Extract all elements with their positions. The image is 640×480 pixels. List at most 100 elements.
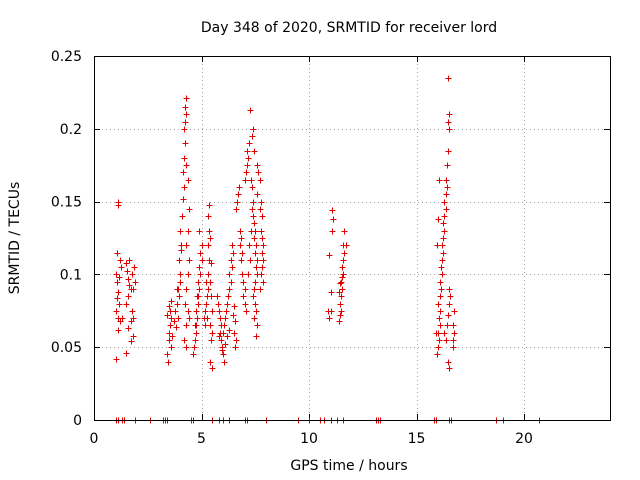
data-point	[131, 264, 138, 271]
data-point	[253, 308, 260, 315]
data-point	[445, 119, 452, 126]
data-point	[228, 257, 235, 264]
data-point	[231, 330, 238, 337]
data-point	[182, 119, 189, 126]
data-point	[231, 303, 238, 310]
data-point	[116, 301, 123, 308]
data-point	[232, 344, 239, 351]
data-point	[445, 312, 452, 319]
data-point	[328, 308, 335, 315]
data-point	[181, 155, 188, 162]
data-point	[253, 264, 260, 271]
data-point	[123, 260, 130, 267]
data-point	[247, 107, 254, 114]
x-tick-label: 15	[408, 431, 426, 447]
data-point	[208, 293, 215, 300]
data-point	[179, 213, 186, 220]
data-point	[337, 301, 344, 308]
data-point	[450, 344, 457, 351]
data-point	[238, 235, 245, 242]
data-point	[259, 264, 266, 271]
data-point	[193, 308, 200, 315]
data-point	[233, 337, 240, 344]
data-point	[326, 315, 333, 322]
data-point	[113, 356, 120, 363]
data-point	[185, 308, 192, 315]
y-tick-label: 0.2	[60, 122, 82, 138]
data-points	[113, 75, 543, 424]
data-point	[168, 315, 175, 322]
data-point	[222, 341, 229, 348]
data-point	[336, 318, 343, 325]
data-point	[125, 293, 132, 300]
data-point	[204, 315, 211, 322]
data-point	[339, 264, 346, 271]
data-point	[252, 279, 259, 286]
data-point	[128, 318, 135, 325]
data-point	[205, 271, 212, 278]
data-point	[186, 206, 193, 213]
data-point	[164, 312, 171, 319]
data-point	[113, 308, 120, 315]
data-point	[228, 279, 235, 286]
data-point	[219, 347, 226, 354]
data-point	[233, 206, 240, 213]
data-point	[443, 337, 450, 344]
data-point	[249, 206, 256, 213]
data-point	[164, 351, 171, 358]
data-point	[117, 257, 124, 264]
data-point	[181, 337, 188, 344]
data-point	[230, 312, 237, 319]
data-point	[436, 315, 443, 322]
data-point	[232, 318, 239, 325]
data-point	[202, 308, 209, 315]
data-point	[435, 344, 442, 351]
data-point	[260, 279, 267, 286]
data-point	[216, 333, 223, 340]
data-point	[444, 184, 451, 191]
data-point	[249, 184, 256, 191]
data-point	[245, 155, 252, 162]
data-point	[437, 279, 444, 286]
data-point	[440, 235, 447, 242]
data-point	[249, 133, 256, 140]
data-point	[114, 250, 121, 257]
data-point	[339, 274, 346, 281]
data-point	[248, 228, 255, 235]
data-point	[258, 199, 265, 206]
data-point	[434, 351, 441, 358]
y-tick-label: 0.15	[51, 195, 82, 211]
data-point	[176, 257, 183, 264]
data-point	[440, 220, 447, 227]
data-point	[226, 286, 233, 293]
y-tick-label: 0	[73, 413, 82, 429]
data-point	[248, 177, 255, 184]
data-point	[197, 250, 204, 257]
data-point	[182, 301, 189, 308]
data-point	[171, 318, 178, 325]
data-point	[193, 330, 200, 337]
data-point	[441, 213, 448, 220]
data-point	[253, 333, 260, 340]
data-point	[183, 111, 190, 118]
data-point	[129, 271, 136, 278]
data-point	[447, 293, 454, 300]
data-point	[338, 308, 345, 315]
data-point	[328, 289, 335, 296]
data-point	[199, 257, 206, 264]
chart-title: Day 348 of 2020, SRMTID for receiver lor…	[201, 20, 497, 36]
data-point	[330, 216, 337, 223]
data-point	[450, 337, 457, 344]
data-point	[130, 333, 137, 340]
data-point	[343, 242, 350, 249]
data-point	[437, 308, 444, 315]
data-point	[257, 206, 264, 213]
data-point	[205, 213, 212, 220]
data-point	[446, 301, 453, 308]
data-point	[207, 279, 214, 286]
data-point	[114, 279, 121, 286]
data-point	[166, 337, 173, 344]
data-point	[181, 184, 188, 191]
data-point	[443, 177, 450, 184]
data-point	[183, 344, 190, 351]
